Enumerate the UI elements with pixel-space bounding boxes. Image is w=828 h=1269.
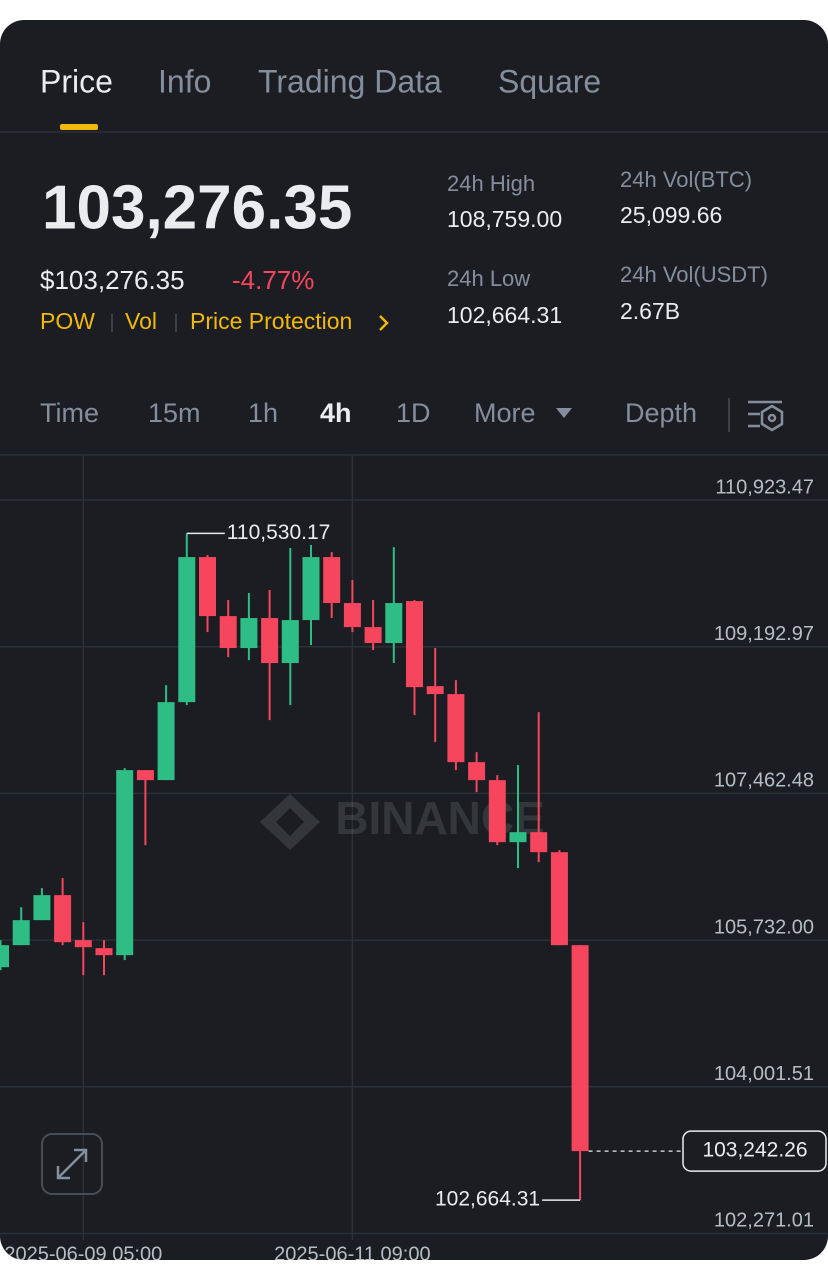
x-tick-label: 2025-06-09 05:00 <box>4 1243 162 1265</box>
y-tick-label: 105,732.00 <box>714 916 814 938</box>
depth-button[interactable]: Depth <box>625 398 697 428</box>
stat-label: 24h Low <box>447 266 530 291</box>
candle-body <box>468 762 486 781</box>
y-tick-label: 110,923.47 <box>715 476 814 498</box>
last-price: 103,276.35 <box>42 173 352 242</box>
candle-body <box>74 940 92 948</box>
candle-body <box>509 832 527 843</box>
candle-body <box>323 557 341 604</box>
expand-button[interactable] <box>41 1133 103 1195</box>
y-tick-label: 102,271.01 <box>714 1210 814 1232</box>
tab[interactable]: Square <box>498 63 601 99</box>
tab[interactable]: Trading Data <box>258 63 442 99</box>
stat-label: 24h Vol(USDT) <box>620 262 768 287</box>
candle-body <box>447 694 465 763</box>
watermark-logo <box>260 794 320 850</box>
candle-body <box>54 895 72 943</box>
candle-body <box>571 945 589 1152</box>
candle-body <box>136 770 154 781</box>
price-change: -4.77% <box>232 265 314 295</box>
stat-value: 102,664.31 <box>447 302 562 328</box>
candle-body <box>95 948 113 956</box>
interval[interactable]: More <box>474 398 536 428</box>
candle-body <box>550 852 568 946</box>
candle-body <box>343 603 361 628</box>
tab[interactable]: Info <box>158 63 211 99</box>
high-label: 110,530.17 <box>227 521 331 544</box>
chevron-icon <box>379 315 389 331</box>
candle-body <box>426 686 444 695</box>
candle-body <box>0 945 9 968</box>
candle-body <box>33 895 51 921</box>
stat-value: 108,759.00 <box>447 206 562 232</box>
candle-body <box>406 601 423 688</box>
tag[interactable]: POW <box>40 308 95 334</box>
interval[interactable]: 1D <box>396 398 431 428</box>
interval[interactable]: 15m <box>148 398 201 428</box>
tag[interactable]: Price Protection <box>190 308 352 334</box>
interval[interactable]: 4h <box>320 398 352 428</box>
candle-body <box>116 770 134 956</box>
tab-indicator <box>60 124 98 130</box>
candle-body <box>199 557 216 617</box>
candle-body <box>281 620 299 664</box>
price-usd: $103,276.35 <box>40 265 185 295</box>
interval[interactable]: Time <box>40 398 99 428</box>
candle-body <box>157 702 175 781</box>
y-tick-label: 109,192.97 <box>714 623 814 645</box>
candle-body <box>178 557 196 703</box>
candle-body <box>302 557 320 621</box>
candle-body <box>364 627 382 644</box>
stat-label: 24h High <box>447 171 535 196</box>
candle-body <box>385 603 403 644</box>
last-price-box <box>682 1130 827 1172</box>
interval[interactable]: 1h <box>248 398 278 428</box>
settings-icon[interactable] <box>748 400 784 432</box>
low-label: 102,664.31 <box>435 1188 540 1211</box>
candle-body <box>12 920 30 946</box>
candle-body <box>219 616 237 649</box>
last-price-label: 103,242.26 <box>702 1139 807 1162</box>
candle-body <box>261 618 279 664</box>
candlestick-chart: 110,923.47 109,192.97 107,462.48 105,732.00… <box>0 455 828 1265</box>
tab[interactable]: Price <box>40 63 113 99</box>
stat-value: 25,099.66 <box>620 202 722 228</box>
stat-label: 24h Vol(BTC) <box>620 167 752 192</box>
y-tick-label: 107,462.48 <box>714 770 814 792</box>
y-tick-label: 104,001.51 <box>714 1063 814 1085</box>
tag[interactable]: Vol <box>125 308 157 334</box>
x-tick-label: 2025-06-11 09:00 <box>274 1243 430 1265</box>
candle-body <box>240 618 258 649</box>
stat-value: 2.67B <box>620 298 680 324</box>
candle-body <box>488 780 506 843</box>
candle-body <box>530 832 548 853</box>
dropdown-icon <box>556 408 572 418</box>
